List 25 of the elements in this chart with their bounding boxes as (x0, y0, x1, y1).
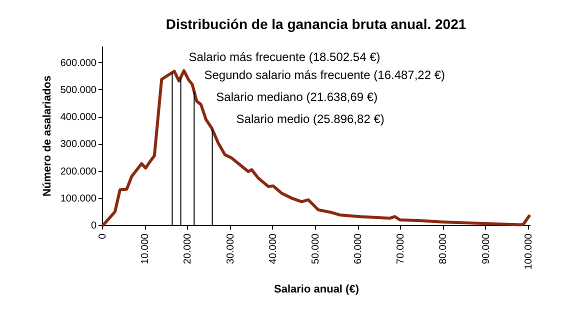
ref-line-label: Salario medio (25.896,82 €) (236, 112, 384, 126)
x-tick-label: 10.000 (140, 233, 152, 264)
y-tick-label: 500.000 (60, 84, 97, 96)
y-axis-title: Número de asalariados (41, 75, 54, 197)
y-tick-label: 100.000 (60, 193, 97, 204)
ref-line-label: Segundo salario más frecuente (16.487,22 €) (204, 68, 446, 82)
y-tick-label: 300.000 (60, 139, 97, 150)
x-tick-label: 100.000 (523, 233, 534, 270)
y-tick-label: 0 (90, 220, 97, 232)
x-tick-label: 80.000 (438, 233, 450, 264)
chart-title: Distribución de la ganancia bruta anual. 2021 (166, 16, 466, 32)
x-tick-label: 40.000 (268, 233, 279, 264)
x-tick-label: 30.000 (225, 233, 236, 264)
x-tick-label: 0 (98, 233, 108, 240)
y-tick-label: 200.000 (60, 166, 97, 178)
x-tick-label: 70.000 (396, 233, 407, 264)
y-tick-label: 400.000 (60, 112, 97, 124)
ref-line-label: Salario más frecuente (18.502.54 €) (188, 50, 380, 64)
x-tick-label: 60.000 (353, 233, 364, 264)
x-tick-label: 20.000 (182, 233, 194, 264)
y-tick-label: 600.000 (60, 58, 97, 69)
ref-line-label: Salario mediano (21.638,69 €) (216, 90, 378, 104)
x-tick-label: 90.000 (480, 233, 492, 264)
x-tick-label: 50.000 (310, 233, 322, 264)
x-axis-title: Salario anual (€) (274, 284, 360, 296)
